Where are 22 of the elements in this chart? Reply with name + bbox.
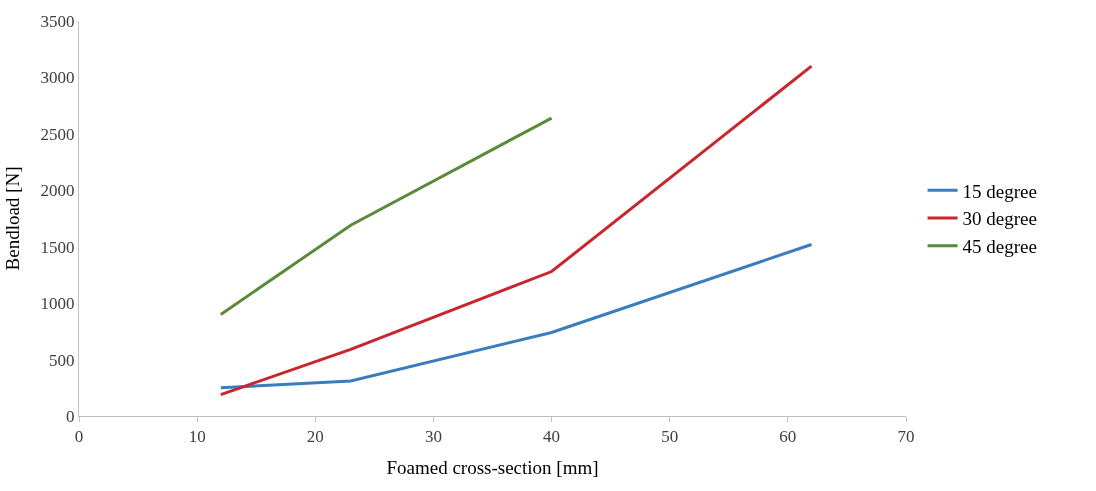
legend-label: 30 degree bbox=[962, 208, 1037, 230]
legend-label: 45 degree bbox=[962, 236, 1037, 258]
y-tick-label: 3500 bbox=[40, 11, 75, 31]
y-tick-label: 2500 bbox=[40, 124, 75, 144]
y-axis-title: Bendload [N] bbox=[2, 166, 24, 271]
y-tick-label: 1500 bbox=[40, 237, 75, 257]
line-series bbox=[219, 64, 813, 397]
x-tick-label: 30 bbox=[424, 427, 442, 447]
x-axis-title: Foamed cross-section [mm] bbox=[386, 457, 599, 479]
x-tick-label: 10 bbox=[188, 427, 206, 447]
y-tick-label: 3000 bbox=[40, 68, 75, 88]
x-tick-label: 50 bbox=[661, 427, 679, 447]
legend-label: 15 degree bbox=[962, 180, 1037, 202]
x-tick-label: 60 bbox=[779, 427, 797, 447]
y-tick-label: 0 bbox=[66, 406, 75, 426]
y-tick-label: 500 bbox=[49, 350, 75, 370]
y-tick-label: 1000 bbox=[40, 294, 75, 314]
line-series bbox=[219, 242, 813, 390]
y-tick-label: 2000 bbox=[40, 181, 75, 201]
x-tick-label: 40 bbox=[543, 427, 561, 447]
x-tick-label: 20 bbox=[306, 427, 324, 447]
x-tick-label: 70 bbox=[897, 427, 915, 447]
